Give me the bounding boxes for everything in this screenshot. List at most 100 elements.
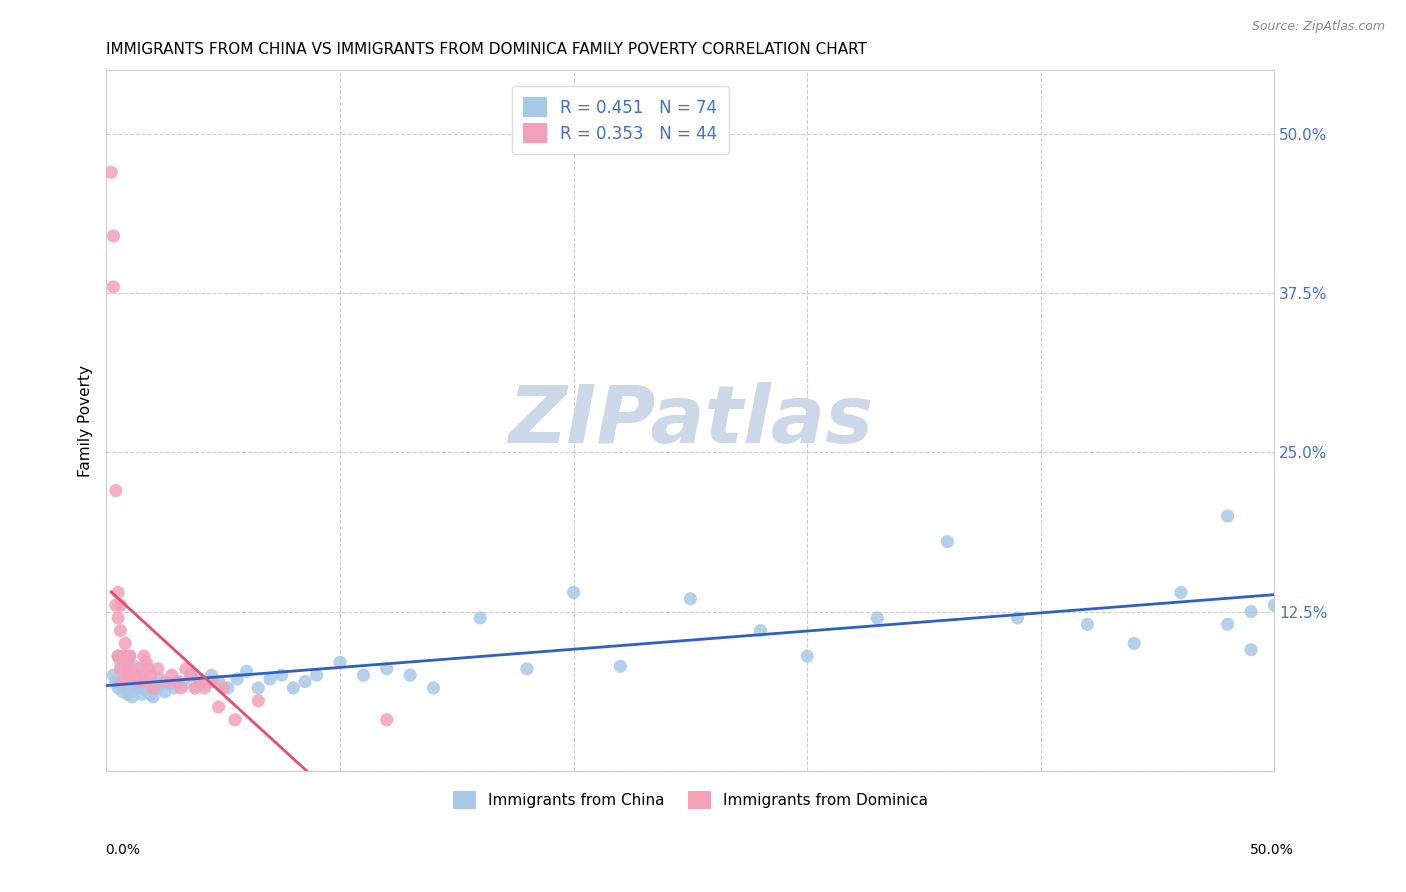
- Point: [132, 677, 155, 691]
- Legend: Immigrants from China, Immigrants from Dominica: Immigrants from China, Immigrants from D…: [447, 785, 934, 815]
- Point: [936, 534, 959, 549]
- Point: [1123, 636, 1146, 650]
- Point: [104, 598, 127, 612]
- Point: [184, 681, 207, 695]
- Point: [796, 649, 818, 664]
- Point: [1263, 598, 1285, 612]
- Point: [146, 681, 169, 695]
- Point: [110, 656, 132, 670]
- Point: [170, 681, 193, 695]
- Point: [167, 674, 190, 689]
- Point: [184, 681, 207, 695]
- Point: [259, 672, 281, 686]
- Point: [516, 662, 538, 676]
- Point: [207, 674, 229, 689]
- Point: [1076, 617, 1098, 632]
- Point: [1240, 605, 1263, 619]
- Point: [103, 229, 125, 244]
- Point: [107, 649, 129, 664]
- Point: [1216, 617, 1239, 632]
- Point: [110, 674, 132, 689]
- Point: [138, 662, 160, 676]
- Point: [235, 665, 257, 679]
- Point: [124, 677, 146, 691]
- Point: [118, 672, 141, 686]
- Point: [117, 656, 139, 670]
- Point: [104, 483, 127, 498]
- Point: [188, 672, 211, 686]
- Point: [114, 636, 136, 650]
- Point: [212, 681, 235, 695]
- Y-axis label: Family Poverty: Family Poverty: [79, 365, 93, 476]
- Point: [128, 668, 150, 682]
- Point: [107, 681, 129, 695]
- Point: [118, 681, 141, 695]
- Point: [207, 700, 229, 714]
- Point: [562, 585, 585, 599]
- Point: [329, 656, 352, 670]
- Point: [180, 668, 202, 682]
- Point: [139, 687, 162, 701]
- Point: [128, 662, 150, 676]
- Point: [160, 668, 183, 682]
- Point: [180, 668, 202, 682]
- Point: [153, 674, 176, 689]
- Point: [124, 668, 146, 682]
- Point: [125, 674, 148, 689]
- Point: [153, 685, 176, 699]
- Point: [107, 649, 129, 664]
- Point: [305, 668, 328, 682]
- Point: [1240, 642, 1263, 657]
- Point: [470, 611, 492, 625]
- Point: [117, 668, 139, 682]
- Point: [125, 681, 148, 695]
- Point: [135, 683, 157, 698]
- Point: [131, 672, 153, 686]
- Point: [117, 662, 139, 676]
- Point: [132, 649, 155, 664]
- Point: [375, 662, 398, 676]
- Point: [131, 687, 153, 701]
- Point: [399, 668, 422, 682]
- Point: [135, 656, 157, 670]
- Point: [121, 690, 143, 704]
- Point: [1170, 585, 1192, 599]
- Point: [1216, 509, 1239, 524]
- Point: [142, 681, 165, 695]
- Point: [193, 677, 215, 691]
- Point: [145, 677, 167, 691]
- Point: [110, 598, 132, 612]
- Point: [375, 713, 398, 727]
- Point: [866, 611, 889, 625]
- Point: [609, 659, 631, 673]
- Point: [188, 674, 211, 689]
- Point: [103, 280, 125, 294]
- Point: [159, 677, 181, 691]
- Point: [270, 668, 292, 682]
- Point: [107, 585, 129, 599]
- Point: [131, 674, 153, 689]
- Point: [200, 668, 222, 682]
- Point: [352, 668, 374, 682]
- Point: [142, 690, 165, 704]
- Point: [422, 681, 444, 695]
- Point: [100, 165, 122, 179]
- Point: [163, 681, 186, 695]
- Point: [111, 674, 134, 689]
- Point: [200, 674, 222, 689]
- Point: [118, 649, 141, 664]
- Point: [679, 591, 702, 606]
- Point: [226, 672, 249, 686]
- Point: [139, 668, 162, 682]
- Point: [294, 674, 316, 689]
- Point: [1007, 611, 1029, 625]
- Point: [166, 674, 188, 689]
- Point: [114, 674, 136, 689]
- Text: Source: ZipAtlas.com: Source: ZipAtlas.com: [1251, 20, 1385, 33]
- Point: [117, 687, 139, 701]
- Point: [749, 624, 772, 638]
- Point: [138, 674, 160, 689]
- Text: ZIPatlas: ZIPatlas: [508, 382, 873, 459]
- Point: [104, 674, 127, 689]
- Point: [283, 681, 305, 695]
